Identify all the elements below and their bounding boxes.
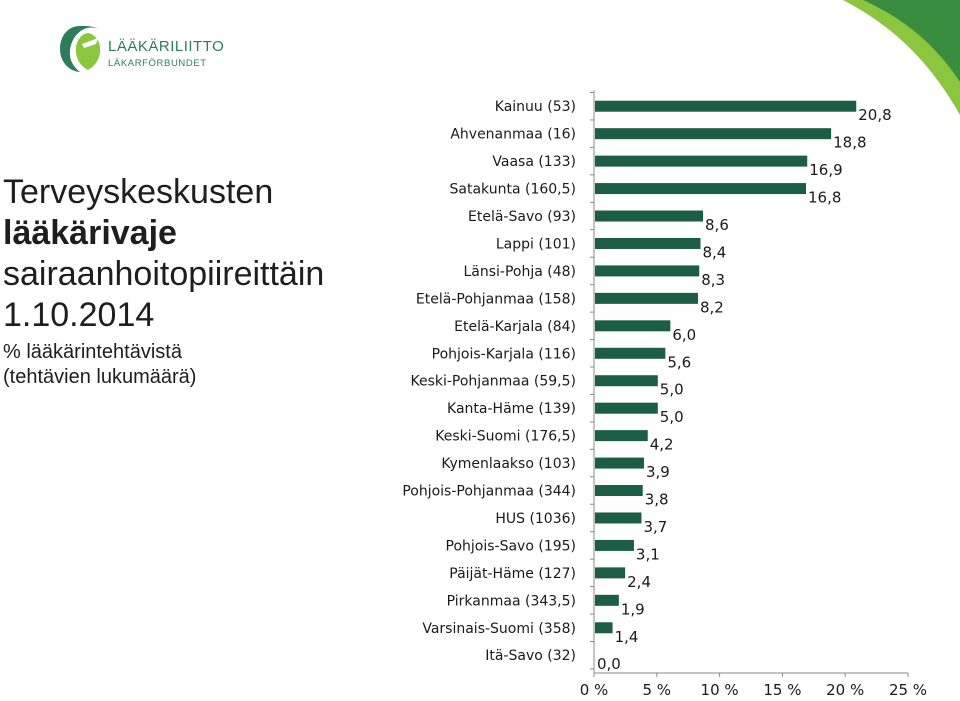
- data-label: 8,4: [703, 243, 727, 261]
- data-label: 16,8: [808, 189, 841, 207]
- data-label: 1,9: [621, 600, 645, 618]
- data-label: 20,8: [858, 106, 891, 124]
- category-label: HUS (1036): [495, 511, 576, 527]
- title-line-1: Terveyskeskusten: [3, 173, 274, 211]
- category-label: Kymenlaakso (103): [441, 456, 576, 472]
- logo-name: LÄÄKÄRILIITTO: [108, 38, 225, 55]
- category-label: Länsi-Pohja (48): [463, 264, 576, 280]
- x-tick-label: 20 %: [826, 681, 864, 699]
- bar: [595, 430, 648, 442]
- category-label: Vaasa (133): [492, 154, 576, 170]
- data-label: 6,0: [672, 326, 696, 344]
- data-label: 5,0: [660, 408, 684, 426]
- bar: [595, 347, 666, 359]
- category-label: Ahvenanmaa (16): [450, 127, 576, 143]
- data-label: 8,2: [700, 298, 724, 316]
- data-label: 18,8: [833, 134, 866, 152]
- category-label: Etelä-Karjala (84): [454, 319, 576, 335]
- bar: [595, 539, 634, 551]
- category-label: Keski-Suomi (176,5): [435, 429, 576, 445]
- data-label: 2,4: [627, 573, 651, 591]
- data-label: 8,6: [705, 216, 729, 234]
- category-label: Päijät-Häme (127): [449, 566, 576, 582]
- data-label: 5,0: [660, 381, 684, 399]
- data-label: 5,6: [667, 353, 691, 371]
- category-label: Itä-Savo (32): [485, 648, 576, 664]
- category-label: Kanta-Häme (139): [447, 401, 576, 417]
- x-tick-label: 0 %: [580, 681, 609, 699]
- bar: [595, 237, 701, 249]
- x-tick-label: 5 %: [643, 681, 672, 699]
- bar: [595, 128, 832, 140]
- bar: [595, 155, 808, 167]
- x-tick-label: 15 %: [763, 681, 801, 699]
- bar: [595, 512, 642, 524]
- logo: LÄÄKÄRILIITTO LÄKARFÖRBUNDET: [58, 24, 248, 76]
- data-label: 16,9: [809, 161, 842, 179]
- bar: [595, 320, 671, 332]
- data-label: 4,2: [650, 436, 674, 454]
- title-line-2: lääkärivaje: [3, 214, 177, 252]
- subtitle-line-1: % lääkärintehtävistä: [3, 341, 182, 363]
- bar: [595, 594, 619, 606]
- logo-subname: LÄKARFÖRBUNDET: [108, 58, 207, 69]
- data-label: 3,1: [636, 545, 660, 563]
- bar: [595, 265, 700, 277]
- data-label: 1,4: [615, 628, 639, 646]
- x-tick-label: 25 %: [889, 681, 927, 699]
- title-line-3: sairaanhoitopiireittäin: [3, 255, 325, 293]
- bar: [595, 375, 658, 387]
- category-label: Pirkanmaa (343,5): [447, 593, 576, 609]
- data-label: 8,3: [701, 271, 725, 289]
- category-label: Kainuu (53): [495, 99, 576, 115]
- data-label: 3,9: [646, 463, 670, 481]
- category-label: Pohjois-Savo (195): [446, 538, 576, 554]
- category-label: Satakunta (160,5): [450, 182, 576, 198]
- corner-leaf-decoration: [843, 0, 960, 115]
- category-label: Etelä-Savo (93): [468, 209, 576, 225]
- bar: [595, 402, 658, 414]
- bar: [595, 210, 704, 222]
- category-label: Varsinais-Suomi (358): [422, 621, 576, 637]
- lf-emblem-icon: [60, 26, 101, 72]
- title-block: Terveyskeskusten lääkärivaje sairaanhoit…: [3, 172, 378, 390]
- title-date: 1.10.2014: [3, 296, 155, 334]
- category-label: Pohjois-Pohjanmaa (344): [402, 484, 576, 500]
- bar: [595, 457, 644, 469]
- data-label: 3,8: [645, 491, 669, 509]
- bar: [595, 100, 857, 112]
- subtitle-line-2: (tehtävien lukumäärä): [3, 366, 197, 388]
- data-label: 3,7: [643, 518, 667, 536]
- category-label: Etelä-Pohjanmaa (158): [416, 291, 576, 307]
- x-tick-label: 10 %: [701, 681, 739, 699]
- data-label: 0,0: [597, 655, 621, 673]
- category-label: Lappi (101): [496, 236, 576, 252]
- bar: [595, 292, 698, 304]
- bar: [595, 622, 613, 634]
- bar: [595, 183, 807, 195]
- category-label: Keski-Pohjanmaa (59,5): [410, 374, 576, 390]
- bar: [595, 567, 626, 579]
- category-label: Pohjois-Karjala (116): [432, 346, 576, 362]
- bar: [595, 485, 643, 497]
